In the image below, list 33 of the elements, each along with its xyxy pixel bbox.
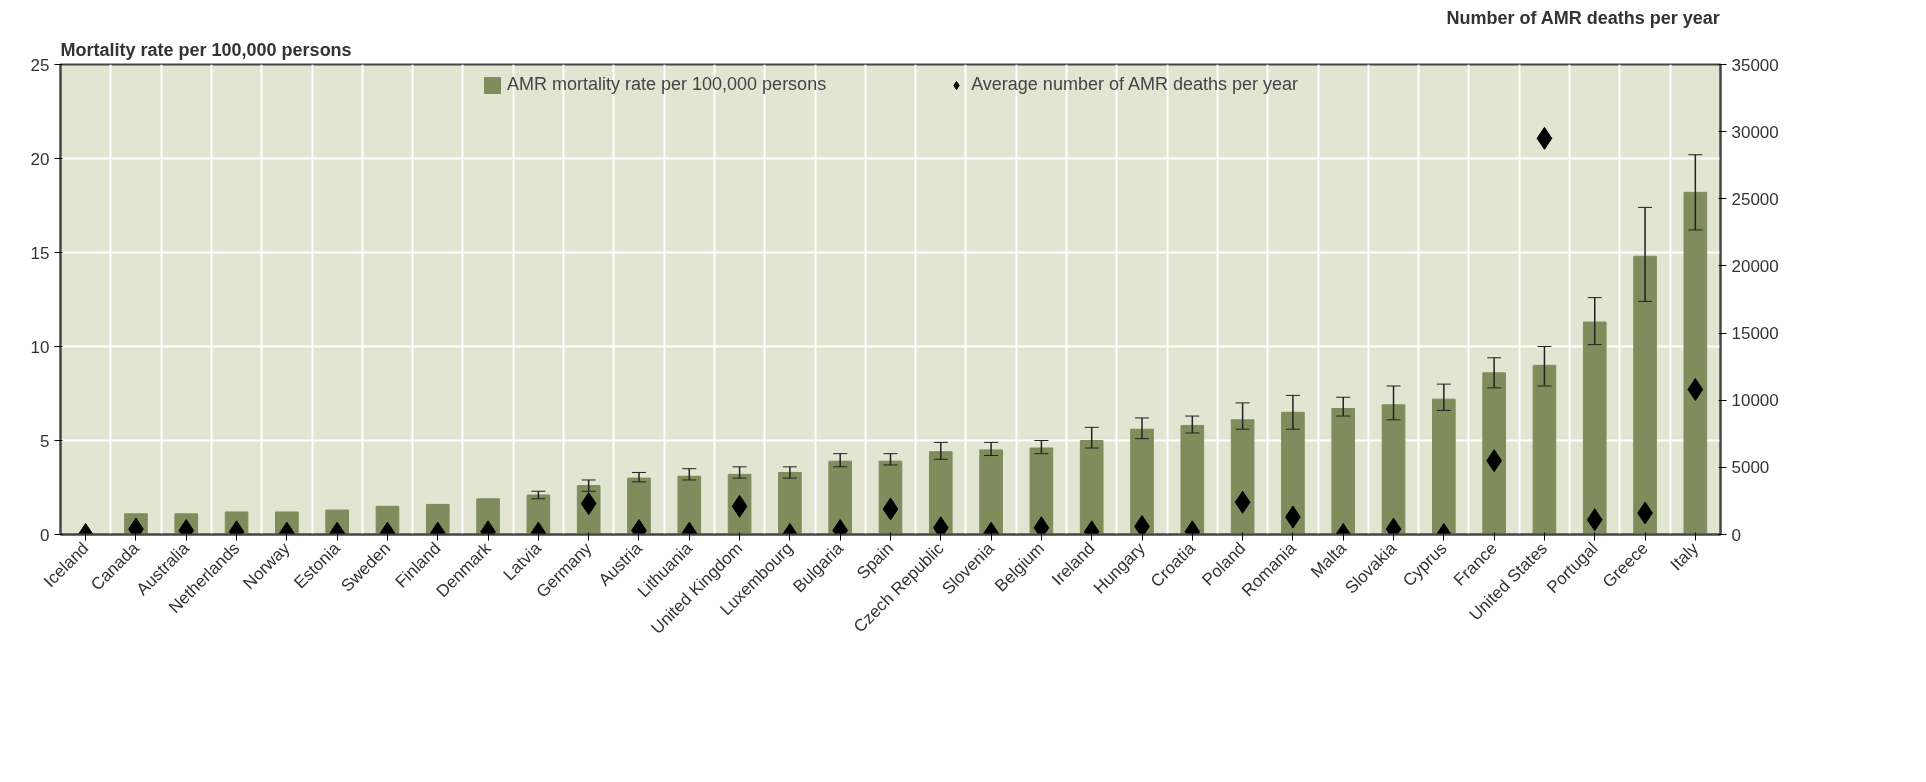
y2-tick-label: 10000 [1731, 391, 1779, 411]
y2-tick-label: 15000 [1731, 324, 1779, 344]
y-tick-label: 15 [30, 243, 50, 263]
y2-tick-label: 35000 [1731, 55, 1779, 75]
bar [1582, 321, 1607, 535]
y2-tick-label: 20000 [1731, 256, 1779, 276]
bar [1331, 408, 1356, 535]
legend-label: AMR mortality rate per 100,000 persons [506, 74, 827, 95]
y2-tick-label: 30000 [1731, 122, 1779, 142]
bar [1683, 191, 1708, 535]
y-tick-label: 20 [30, 149, 50, 169]
bar [1381, 404, 1406, 535]
bar [1079, 440, 1104, 535]
y-tick-label: 25 [30, 55, 50, 75]
bar [778, 471, 802, 535]
bar [1432, 398, 1456, 535]
bar [1482, 372, 1506, 535]
bar [1633, 255, 1657, 535]
bar [1180, 424, 1205, 535]
y2-axis-title: Number of AMR deaths per year [1446, 7, 1720, 28]
y-tick-label: 10 [30, 337, 50, 357]
y-tick-label: 0 [40, 525, 50, 545]
bar [828, 460, 853, 535]
legend-label: Average number of AMR deaths per year [971, 74, 1299, 95]
y2-tick-label: 5000 [1731, 458, 1770, 478]
bar [1230, 419, 1255, 535]
x-tick-label: Italy [1666, 538, 1703, 575]
bar [1532, 364, 1557, 535]
y-tick-label: 5 [40, 431, 50, 451]
y2-tick-label: 25000 [1731, 189, 1779, 209]
y2-tick-label: 0 [1731, 525, 1741, 545]
bar [979, 449, 1003, 535]
y-axis-title: Mortality rate per 100,000 persons [60, 39, 352, 60]
